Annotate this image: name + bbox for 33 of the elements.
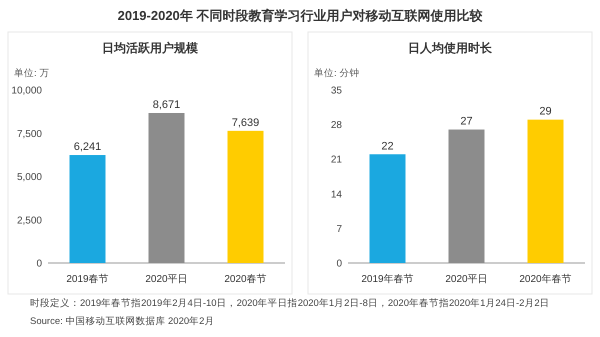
chart-title: 日人均使用时长 xyxy=(408,41,493,55)
y-tick-label: 7,500 xyxy=(16,128,42,140)
data-label: 22 xyxy=(381,140,394,152)
y-tick-label: 0 xyxy=(36,258,42,270)
y-tick-label: 5,000 xyxy=(16,172,42,183)
y-axis-title: 单位: 分钟 xyxy=(314,67,360,79)
y-axis-title: 单位: 万 xyxy=(14,67,50,79)
y-tick-label: 0 xyxy=(336,258,342,270)
data-label: 29 xyxy=(539,106,552,118)
x-tick-label: 2019年春节 xyxy=(361,273,414,285)
y-tick-label: 2,500 xyxy=(16,215,42,226)
data-label: 7,639 xyxy=(232,116,260,129)
x-tick-label: 2020春节 xyxy=(224,273,267,285)
x-tick-label: 2019春节 xyxy=(66,273,109,285)
y-tick-label: 28 xyxy=(330,120,342,132)
text: 2019-2020年 不同时段教育学习行业用户对移动互联网使用比较 xyxy=(118,8,484,23)
y-tick-label: 7 xyxy=(336,224,342,235)
bar xyxy=(448,130,484,263)
data-label: 8,671 xyxy=(152,98,180,111)
x-tick-label: 2020年春节 xyxy=(519,273,572,285)
bar xyxy=(370,154,406,263)
data-label: 27 xyxy=(460,116,473,128)
x-tick-label: 2020平日 xyxy=(145,274,188,285)
source-note: Source: 中国移动互联网数据库 2020年2月 xyxy=(30,315,214,327)
text: 时段定义：2019年春节指2019年2月4日-10日，2020年平日指2020年1月2日-8日，2020年春节指2020年1月24日-2月2日 xyxy=(30,297,550,309)
y-tick-label: 14 xyxy=(330,189,342,200)
data-label: 6,241 xyxy=(74,141,102,154)
bar xyxy=(528,120,564,263)
x-tick-label: 2020平日 xyxy=(445,274,488,285)
y-tick-label: 21 xyxy=(330,154,342,166)
y-tick-label: 35 xyxy=(330,86,342,96)
chart-title: 日均活跃用户规模 xyxy=(102,41,198,55)
y-tick-label: 10,000 xyxy=(11,86,42,96)
